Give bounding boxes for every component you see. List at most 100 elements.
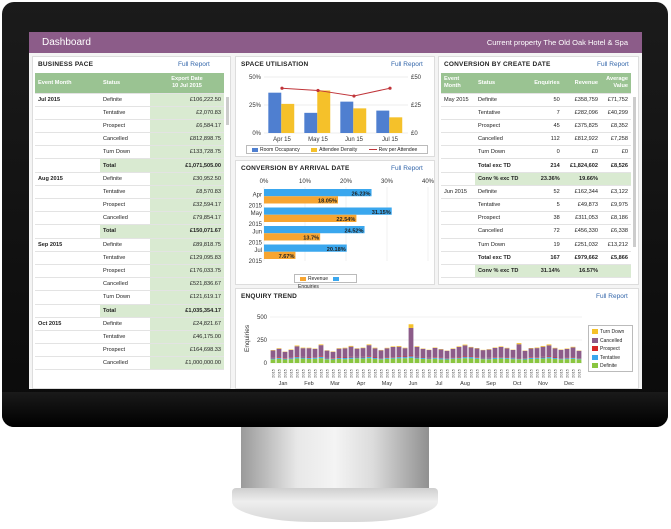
col-status[interactable]: Status	[100, 73, 150, 94]
bar-definite[interactable]	[288, 359, 294, 363]
bar-tentative[interactable]	[570, 357, 576, 359]
bar-definite[interactable]	[570, 358, 576, 363]
point-rev-per-attendee[interactable]	[280, 86, 284, 90]
bar-turn-down[interactable]	[390, 346, 396, 347]
bar-cancelled[interactable]	[270, 350, 276, 358]
bar-cancelled[interactable]	[486, 349, 492, 358]
bar-cancelled[interactable]	[378, 350, 384, 359]
col-cd-average[interactable]: Average Value	[601, 73, 631, 94]
bar-cancelled[interactable]	[396, 346, 402, 357]
bar-cancelled[interactable]	[450, 348, 456, 358]
bar-turn-down[interactable]	[348, 345, 354, 347]
bar-tentative[interactable]	[420, 358, 426, 359]
bar-definite[interactable]	[510, 359, 516, 363]
bar-tentative[interactable]	[504, 357, 510, 359]
bar-definite[interactable]	[576, 359, 582, 363]
bar-prospect[interactable]	[390, 357, 396, 358]
bar-tentative[interactable]	[540, 357, 546, 359]
bar-turn-down[interactable]	[408, 324, 414, 328]
bar-tentative[interactable]	[270, 358, 276, 360]
bar-turn-down[interactable]	[396, 345, 402, 347]
bar-definite[interactable]	[402, 358, 408, 363]
col-cd-month[interactable]: Event Month	[441, 73, 475, 94]
bar-enquiries[interactable]	[264, 207, 392, 215]
bar-prospect[interactable]	[546, 356, 552, 358]
bar-prospect[interactable]	[402, 356, 408, 358]
bar-definite[interactable]	[336, 358, 342, 363]
bar-cancelled[interactable]	[348, 346, 354, 357]
bar-turn-down[interactable]	[342, 347, 348, 349]
bar-tentative[interactable]	[306, 358, 312, 359]
trend-legend-item[interactable]: Tentative	[592, 354, 629, 363]
bar-cancelled[interactable]	[336, 348, 342, 358]
bar-prospect[interactable]	[462, 356, 468, 358]
bar-prospect[interactable]	[426, 357, 432, 359]
create-full-report-link[interactable]: Full Report	[597, 61, 629, 68]
bar-tentative[interactable]	[396, 357, 402, 359]
bar-definite[interactable]	[534, 358, 540, 363]
bar-cancelled[interactable]	[552, 348, 558, 358]
bar-cancelled[interactable]	[522, 350, 528, 359]
bar-tentative[interactable]	[498, 357, 504, 359]
bar-prospect[interactable]	[318, 356, 324, 357]
bar-definite[interactable]	[474, 358, 480, 363]
bar-tentative[interactable]	[312, 357, 318, 359]
bar-tentative[interactable]	[390, 357, 396, 359]
bar-definite[interactable]	[372, 358, 378, 363]
bar-tentative[interactable]	[456, 357, 462, 359]
bar-cancelled[interactable]	[432, 348, 438, 358]
bar-definite[interactable]	[486, 359, 492, 363]
bar-prospect[interactable]	[408, 355, 414, 357]
bar-prospect[interactable]	[348, 356, 354, 358]
bar-revenue[interactable]	[264, 214, 357, 222]
bar-prospect[interactable]	[540, 356, 546, 358]
bar-cancelled[interactable]	[414, 346, 420, 357]
bar-cancelled[interactable]	[426, 350, 432, 358]
bar-cancelled[interactable]	[372, 348, 378, 358]
business-pace-full-report-link[interactable]: Full Report	[178, 61, 210, 68]
bar-cancelled[interactable]	[456, 346, 462, 358]
trend-full-report-link[interactable]: Full Report	[596, 293, 628, 300]
bar-prospect[interactable]	[504, 357, 510, 358]
bar-tentative[interactable]	[318, 356, 324, 359]
bar-prospect[interactable]	[294, 356, 300, 358]
bar-cancelled[interactable]	[540, 346, 546, 357]
trend-legend-item[interactable]: Turn Down	[592, 328, 629, 337]
bar-enquiries[interactable]	[264, 244, 347, 252]
bar-definite[interactable]	[426, 359, 432, 363]
bar-cancelled[interactable]	[312, 348, 318, 358]
bar-prospect[interactable]	[396, 356, 402, 358]
bar-cancelled[interactable]	[420, 348, 426, 358]
bar-prospect[interactable]	[372, 357, 378, 359]
bar-cancelled[interactable]	[318, 345, 324, 357]
bar-prospect[interactable]	[342, 357, 348, 359]
bar-cancelled[interactable]	[366, 345, 372, 357]
bar-definite[interactable]	[480, 359, 486, 363]
bar-definite[interactable]	[312, 358, 318, 363]
bar-cancelled[interactable]	[528, 348, 534, 358]
bar-cancelled[interactable]	[546, 345, 552, 357]
bar-tentative[interactable]	[480, 358, 486, 360]
bar-enquiries[interactable]	[264, 189, 372, 197]
bar-turn-down[interactable]	[540, 345, 546, 347]
bar-prospect[interactable]	[384, 357, 390, 358]
bar-cancelled[interactable]	[288, 349, 294, 358]
bar-tentative[interactable]	[492, 357, 498, 359]
bar-cancelled[interactable]	[534, 348, 540, 358]
bar-cancelled[interactable]	[360, 348, 366, 357]
bar-room-occupancy[interactable]	[340, 101, 354, 133]
bar-cancelled[interactable]	[480, 350, 486, 358]
bar-attendee-density[interactable]	[317, 90, 331, 133]
bar-turn-down[interactable]	[534, 347, 540, 349]
bar-cancelled[interactable]	[516, 344, 522, 359]
bar-cancelled[interactable]	[468, 347, 474, 357]
bar-prospect[interactable]	[306, 357, 312, 359]
bar-cancelled[interactable]	[564, 348, 570, 358]
bar-tentative[interactable]	[522, 358, 528, 360]
point-rev-per-attendee[interactable]	[388, 86, 392, 90]
bar-cancelled[interactable]	[498, 346, 504, 358]
bar-tentative[interactable]	[516, 358, 522, 360]
bar-cancelled[interactable]	[390, 346, 396, 358]
bar-definite[interactable]	[552, 358, 558, 363]
bar-tentative[interactable]	[462, 357, 468, 359]
